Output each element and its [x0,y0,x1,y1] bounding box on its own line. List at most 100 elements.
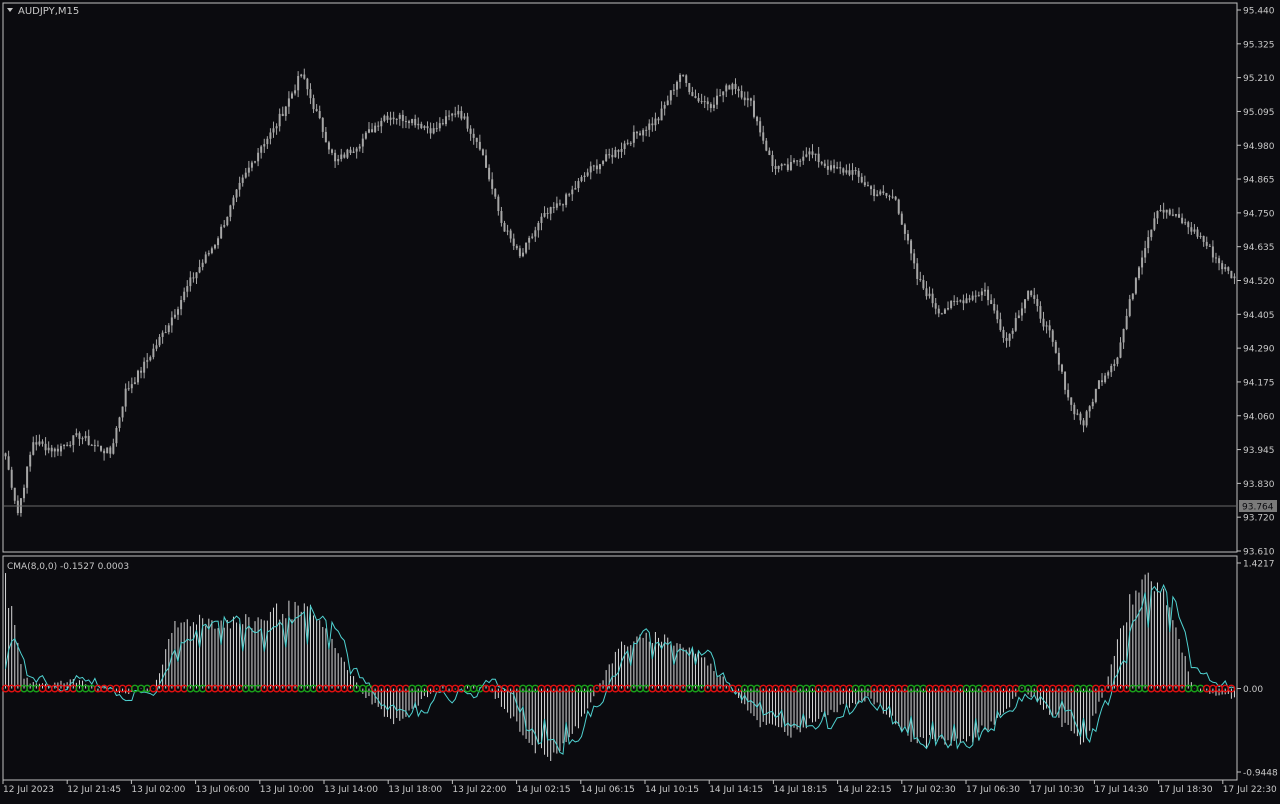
candle-body [306,78,309,90]
candle [380,117,383,134]
candle [913,249,916,269]
candle-body [272,128,275,133]
candle [786,158,789,172]
time-axis[interactable]: 12 Jul 2023 12 Jul 21:45 13 Jul 02:00 13 Ju… [2,780,1277,795]
candle-body [72,435,75,446]
time-tick-label: 14 Jul 06:15 [581,785,635,795]
candle-body [971,295,974,300]
candle-body [90,444,93,446]
price-tick-label: 93.610 [1243,548,1275,558]
candle-body [173,314,176,318]
candle [965,293,968,304]
candle-body [32,442,35,455]
candle [444,110,447,127]
candle [229,204,232,222]
candle [716,88,719,110]
candle-body [1094,388,1097,402]
candle [364,131,367,140]
candle [873,184,876,202]
candle [72,435,75,453]
candle [540,213,543,231]
candle [173,309,176,320]
candle [1048,319,1051,338]
candle [4,452,7,460]
candle [1150,229,1153,241]
candle [549,206,552,221]
candle-body [1208,245,1211,247]
candle [306,77,309,96]
candle [371,123,374,133]
candle-body [1205,241,1208,246]
candle [1079,411,1082,425]
candle-body [1162,209,1165,213]
candle [340,148,343,162]
candle [866,181,869,187]
candle [552,202,555,214]
candle [756,115,759,126]
candle-body [352,151,355,153]
symbol-menu-triangle-icon[interactable] [7,8,13,12]
candle [1178,207,1181,218]
price-pane[interactable]: AUDJPY,M15 [2,2,1238,553]
candle-body [629,142,632,144]
candle [1221,260,1224,275]
candle-body [158,336,161,346]
candle [1205,236,1208,250]
candle [879,189,882,196]
price-tick-label: 95.210 [1243,74,1275,84]
indicator-axis[interactable]: 1.4217 0.00 -0.9448 [1237,560,1278,779]
time-tick-label: 17 Jul 14:30 [1094,785,1148,795]
candle [734,78,737,95]
candle-body [189,277,192,287]
candle [1067,383,1070,401]
candle-body [679,74,682,82]
candle [1122,328,1125,349]
time-tick-label: 12 Jul 2023 [3,785,54,795]
candle [355,146,358,159]
candle [983,282,986,297]
candle-body [1230,270,1233,279]
candle [793,158,796,164]
candle [1233,273,1236,285]
candle-body [346,149,349,158]
price-axis[interactable]: 95.440 95.325 95.210 95.095 94.980 94.865 94.7… [1237,7,1275,558]
candle-body [223,225,226,227]
candle [617,149,620,159]
candle-body [414,118,417,126]
candle [300,73,303,78]
candle [1101,373,1104,386]
candle [343,152,346,159]
candle [574,180,577,190]
candle [1159,204,1162,212]
indicator-zero-dots [1,684,1236,693]
candle [161,330,164,344]
candle [903,223,906,241]
candle [106,447,109,454]
candle-body [1073,404,1076,415]
candle-body [885,193,888,196]
candle-body [851,170,854,175]
candle [1082,417,1085,433]
candle [75,428,78,438]
candle [731,82,734,96]
indicator-tick-label: 0.00 [1243,685,1263,695]
candle-body [749,98,752,101]
candle [820,160,823,166]
candle [626,139,629,146]
candle [943,308,946,314]
candle-body [879,191,882,195]
candle [352,147,355,154]
indicator-tick-label: -0.9448 [1243,769,1278,779]
candle [1017,310,1020,319]
candle-body [303,74,306,79]
candle-body [1005,337,1008,341]
indicator-pane[interactable]: CMA(8,0,0) -0.1527 0.0003 [1,555,1238,781]
symbol-title: AUDJPY,M15 [18,6,79,17]
candle-body [1193,229,1196,232]
candle-body [444,116,447,125]
candle [974,290,977,303]
candle-body [568,194,571,196]
indicator-signal-line [5,583,1235,755]
candle [220,224,223,240]
